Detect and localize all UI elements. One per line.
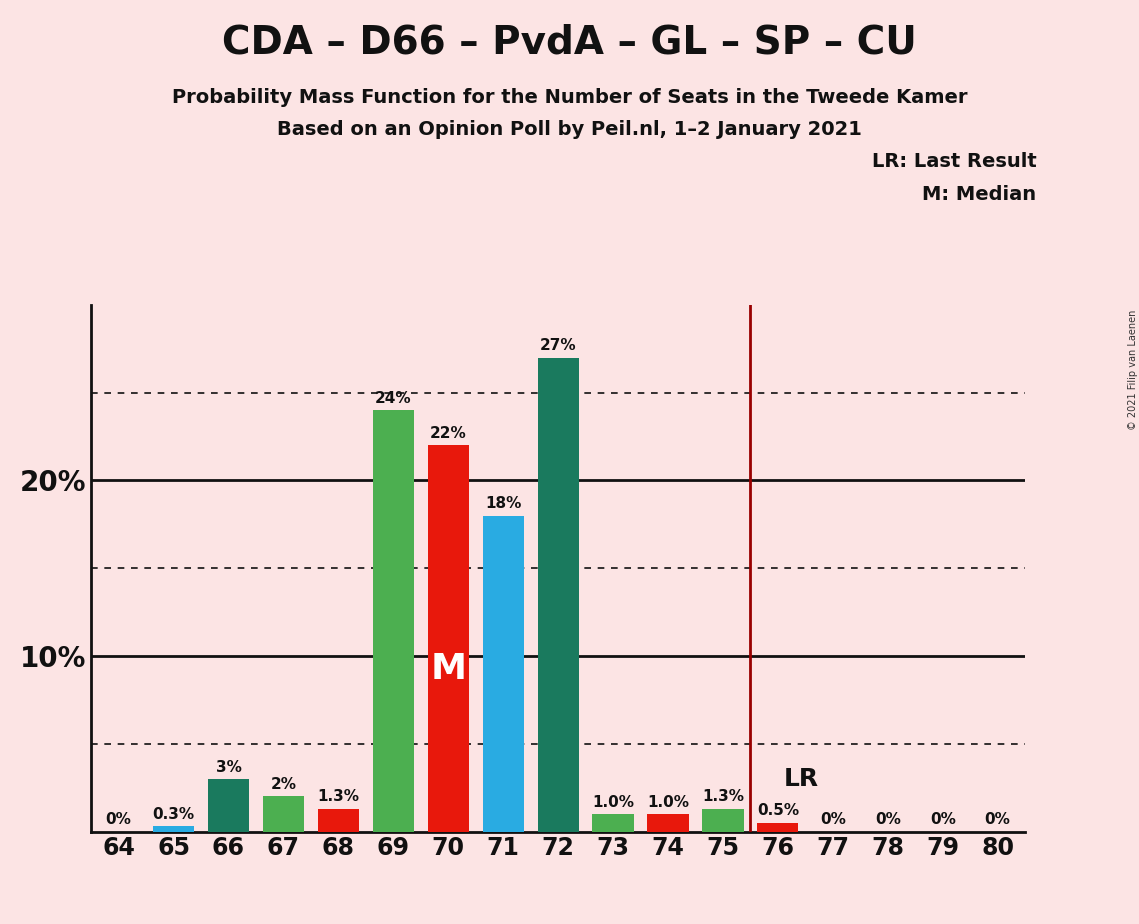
Text: 0%: 0% — [106, 812, 131, 827]
Bar — [207, 779, 249, 832]
Bar — [647, 814, 689, 832]
Text: 0.5%: 0.5% — [756, 804, 798, 819]
Text: 3%: 3% — [215, 760, 241, 774]
Text: Probability Mass Function for the Number of Seats in the Tweede Kamer: Probability Mass Function for the Number… — [172, 88, 967, 107]
Text: 0%: 0% — [985, 812, 1010, 827]
Text: 27%: 27% — [540, 338, 576, 353]
Text: 0%: 0% — [929, 812, 956, 827]
Text: LR: Last Result: LR: Last Result — [871, 152, 1036, 172]
Text: 18%: 18% — [485, 496, 522, 511]
Text: M: Median: M: Median — [923, 185, 1036, 204]
Text: 0.3%: 0.3% — [153, 807, 195, 822]
Text: 0%: 0% — [875, 812, 901, 827]
Text: LR: LR — [784, 767, 819, 791]
Bar — [263, 796, 304, 832]
Bar — [483, 516, 524, 832]
Text: 0%: 0% — [820, 812, 846, 827]
Bar — [427, 445, 469, 832]
Bar — [757, 822, 798, 832]
Text: 1.0%: 1.0% — [647, 795, 689, 809]
Text: 1.0%: 1.0% — [592, 795, 634, 809]
Text: CDA – D66 – PvdA – GL – SP – CU: CDA – D66 – PvdA – GL – SP – CU — [222, 23, 917, 61]
Text: 1.3%: 1.3% — [702, 789, 744, 805]
Text: M: M — [431, 652, 466, 687]
Text: 24%: 24% — [375, 391, 411, 406]
Text: Based on an Opinion Poll by Peil.nl, 1–2 January 2021: Based on an Opinion Poll by Peil.nl, 1–2… — [277, 120, 862, 140]
Bar — [153, 826, 194, 832]
Bar — [592, 814, 633, 832]
Bar — [318, 808, 359, 832]
Bar — [703, 808, 744, 832]
Text: 22%: 22% — [429, 426, 467, 441]
Text: 1.3%: 1.3% — [318, 789, 359, 805]
Bar — [372, 410, 413, 832]
Text: 2%: 2% — [270, 777, 296, 792]
Text: © 2021 Filip van Laenen: © 2021 Filip van Laenen — [1129, 310, 1138, 430]
Bar — [538, 358, 579, 832]
